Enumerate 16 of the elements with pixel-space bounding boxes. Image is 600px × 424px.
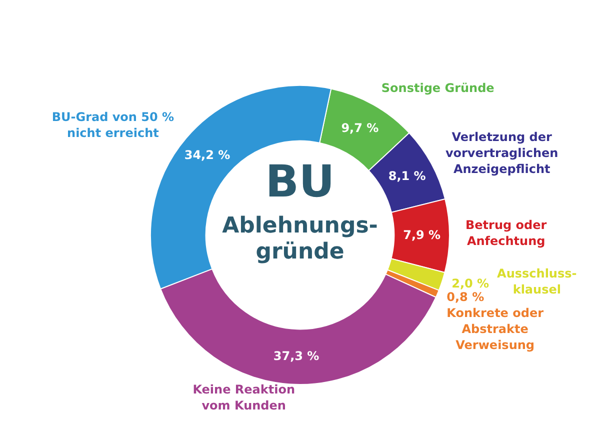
text: Ablehnungs-gründe [222, 214, 378, 265]
data-label: 9,7 % [341, 121, 379, 136]
slice-label: Ausschluss-klausel [497, 266, 577, 297]
slice-label: Konkrete oder Abstrakte Verweisung [446, 306, 544, 352]
data-label: 7,9 % [403, 228, 441, 242]
data-label: 34,2 % [184, 148, 230, 162]
data-label: 37,3 % [273, 348, 320, 363]
slice-label: Keine Reaktion vom Kunden [192, 382, 295, 413]
data-label: 0,8 % [446, 290, 484, 304]
data-label: 8,1 % [388, 168, 426, 183]
slice-label: Verletzung der vorvertraglichen Anzeigepflicht [445, 130, 558, 176]
slice-label: BU-Grad von 50 % nicht erreicht [52, 110, 174, 140]
text: BU [265, 156, 335, 208]
slice-label: Sonstige Gründe [381, 81, 494, 96]
slice-label: Betrug oder Anfechtung [466, 218, 547, 248]
data-label: 2,0 % [452, 276, 490, 291]
